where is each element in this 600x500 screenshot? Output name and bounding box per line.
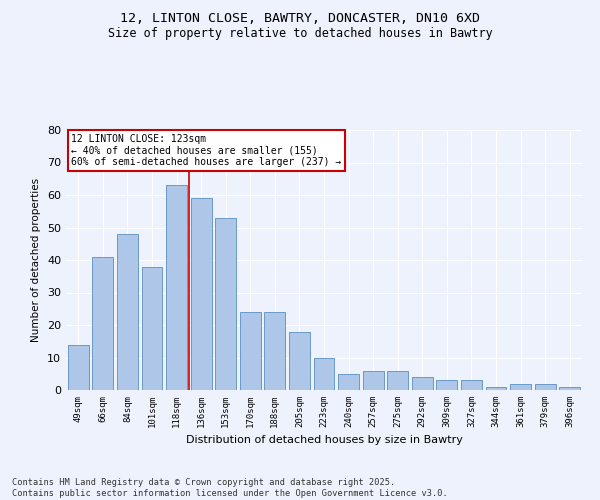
Bar	[215, 218, 236, 390]
Bar	[436, 380, 457, 390]
Bar	[68, 344, 89, 390]
Bar	[387, 370, 408, 390]
Bar	[117, 234, 138, 390]
Bar	[461, 380, 482, 390]
Bar	[338, 374, 359, 390]
Bar	[535, 384, 556, 390]
Bar	[166, 185, 187, 390]
Bar	[362, 370, 383, 390]
Bar	[92, 257, 113, 390]
Bar	[412, 377, 433, 390]
Bar	[265, 312, 286, 390]
Text: Size of property relative to detached houses in Bawtry: Size of property relative to detached ho…	[107, 28, 493, 40]
Bar	[240, 312, 261, 390]
Bar	[314, 358, 334, 390]
Text: 12, LINTON CLOSE, BAWTRY, DONCASTER, DN10 6XD: 12, LINTON CLOSE, BAWTRY, DONCASTER, DN1…	[120, 12, 480, 26]
Bar	[485, 387, 506, 390]
Bar	[191, 198, 212, 390]
Bar	[142, 266, 163, 390]
Bar	[510, 384, 531, 390]
Bar	[559, 387, 580, 390]
Y-axis label: Number of detached properties: Number of detached properties	[31, 178, 41, 342]
Bar	[289, 332, 310, 390]
Text: 12 LINTON CLOSE: 123sqm
← 40% of detached houses are smaller (155)
60% of semi-d: 12 LINTON CLOSE: 123sqm ← 40% of detache…	[71, 134, 341, 167]
X-axis label: Distribution of detached houses by size in Bawtry: Distribution of detached houses by size …	[185, 436, 463, 446]
Text: Contains HM Land Registry data © Crown copyright and database right 2025.
Contai: Contains HM Land Registry data © Crown c…	[12, 478, 448, 498]
